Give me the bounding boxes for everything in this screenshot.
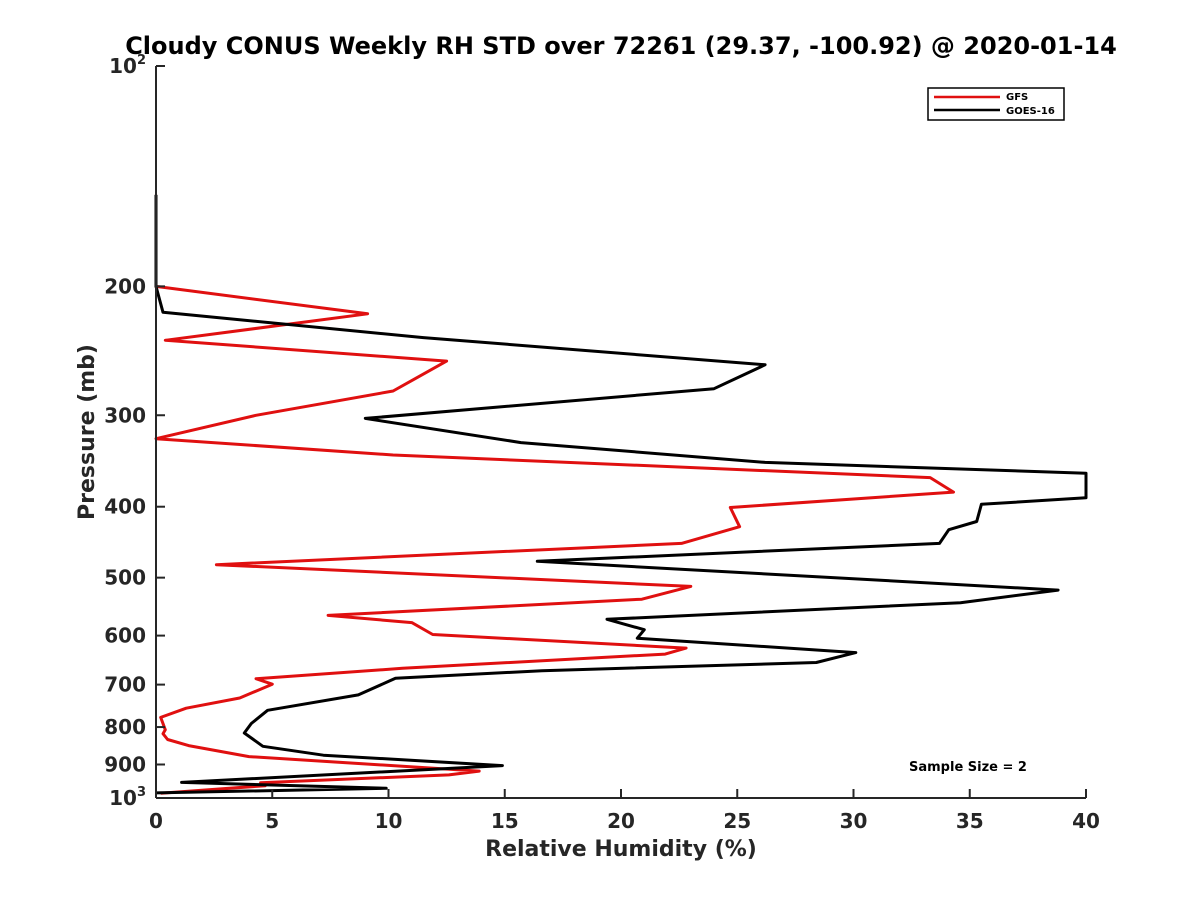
y-axis-ticks: 102 200 300 400 500 600 700 800 900 103 [104, 53, 165, 810]
y-tick-label: 500 [104, 566, 146, 590]
y-axis-label: Pressure (mb) [75, 344, 100, 520]
x-axis-label: Relative Humidity (%) [485, 837, 757, 862]
y-tick-label: 400 [104, 495, 146, 519]
series-layer [154, 194, 1088, 795]
series-line-gfs [154, 194, 955, 795]
x-axis-ticks: 0 5 10 15 20 25 30 35 40 [149, 789, 1100, 833]
y-tick-label: 700 [104, 673, 146, 697]
x-tick-label: 15 [491, 809, 519, 833]
series-line-goes16 [154, 194, 1088, 795]
x-tick-label: 5 [265, 809, 279, 833]
x-tick-label: 0 [149, 809, 163, 833]
legend: GFS GOES-16 [927, 87, 1065, 121]
y-tick-label: 300 [104, 403, 146, 427]
y-tick-label: 900 [104, 753, 146, 777]
y-tick-label: 800 [104, 715, 146, 739]
y-tick-label: 200 [104, 274, 146, 298]
x-tick-label: 35 [956, 809, 984, 833]
sample-size-annotation: Sample Size = 2 [909, 760, 1027, 775]
legend-label-gfs: GFS [1006, 92, 1028, 103]
x-tick-label: 30 [840, 809, 868, 833]
legend-box [927, 87, 1065, 121]
x-tick-label: 40 [1072, 809, 1100, 833]
plot-area [156, 66, 1086, 798]
chart-title: Cloudy CONUS Weekly RH STD over 72261 (2… [125, 32, 1117, 60]
legend-label-goes16: GOES-16 [1006, 106, 1055, 117]
y-tick-label: 103 [109, 785, 146, 810]
y-tick-label: 102 [109, 53, 146, 78]
x-tick-label: 25 [723, 809, 751, 833]
x-tick-label: 20 [607, 809, 635, 833]
x-tick-label: 10 [375, 809, 403, 833]
y-tick-label: 600 [104, 624, 146, 648]
